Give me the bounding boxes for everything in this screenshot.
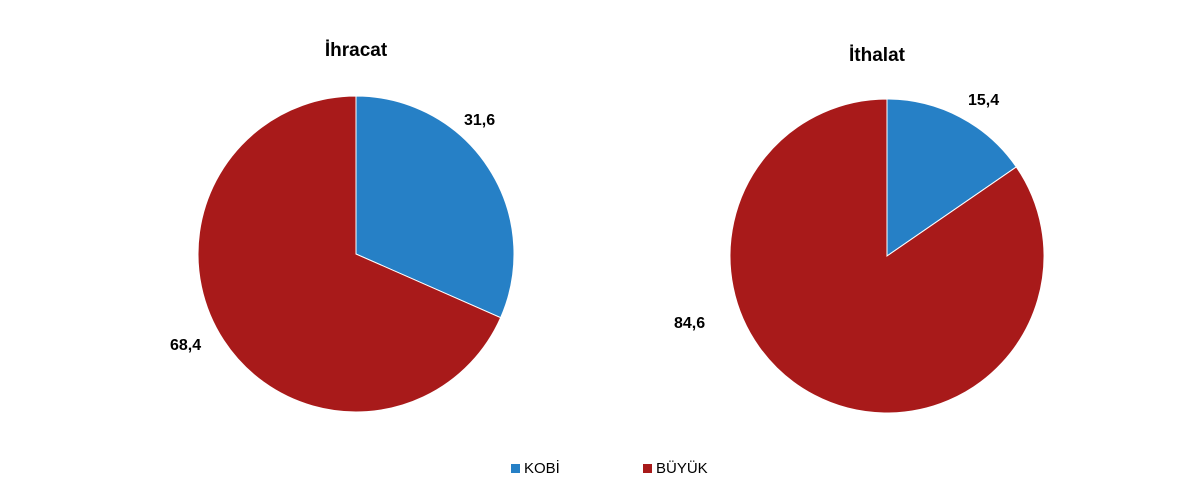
data-label-ithalat-buyuk: 84,6 [674, 315, 706, 332]
pie-slice-ihracat-buyuk [197, 95, 502, 413]
pie-slice-ithalat-buyuk [729, 98, 1045, 414]
legend-item-buyuk: BÜYÜK [643, 460, 708, 477]
pie-ihracat [197, 95, 515, 413]
data-label-ithalat-kobi: 15,4 [968, 92, 1000, 109]
legend: KOBİ BÜYÜK [0, 460, 1200, 482]
pie-slice-ihracat-kobi [355, 95, 515, 319]
chart-title-ithalat: İthalat [849, 45, 905, 66]
legend-swatch-kobi [511, 464, 520, 473]
pie-slice-ithalat-kobi [886, 98, 1017, 257]
pie-ithalat [729, 98, 1045, 414]
chart-title-ihracat: İhracat [324, 40, 388, 61]
data-label-ihracat-kobi: 31,6 [464, 112, 496, 129]
legend-item-kobi: KOBİ [511, 460, 560, 477]
legend-swatch-buyuk [643, 464, 652, 473]
data-label-ihracat-buyuk: 68,4 [170, 337, 202, 354]
legend-label-kobi: KOBİ [524, 460, 560, 477]
legend-label-buyuk: BÜYÜK [656, 460, 708, 477]
